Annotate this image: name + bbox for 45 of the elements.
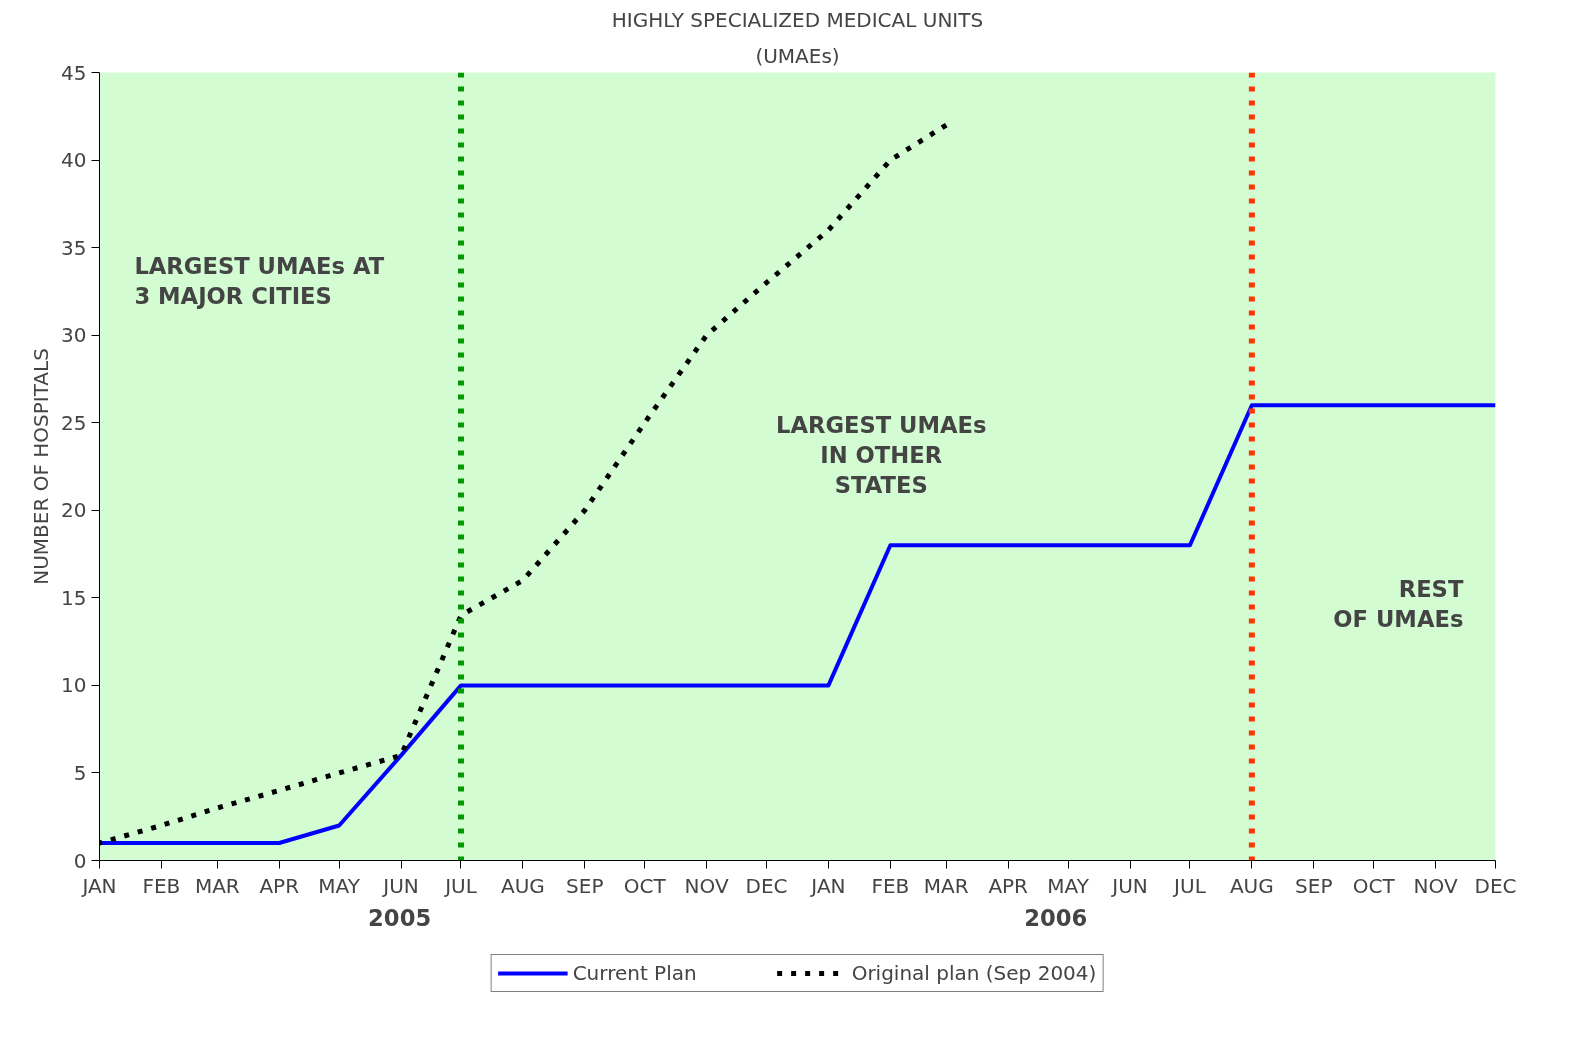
y-tick-label: 0	[73, 848, 87, 873]
y-tick-label: 35	[61, 235, 87, 260]
y-tick-label: 20	[61, 498, 87, 523]
x-tick-label: AUG	[500, 873, 545, 898]
x-tick-label: JUN	[1110, 873, 1148, 898]
x-tick-label: JUL	[443, 873, 478, 898]
y-tick-label: 30	[61, 323, 87, 348]
y-tick-label: 15	[61, 585, 87, 610]
annotation: LARGEST UMAEs AT 3 MAJOR CITIES	[134, 253, 385, 309]
text: 2006	[1024, 904, 1088, 931]
y-tick-label: 5	[73, 760, 87, 785]
x-tick-label: JAN	[80, 873, 117, 898]
legend-label: Original plan (Sep 2004)	[851, 961, 1097, 985]
chart-title: HIGHLY SPECIALIZED MEDICAL UNITS	[611, 7, 984, 32]
x-tick-label: JUL	[1172, 873, 1207, 898]
x-tick-label: APR	[988, 873, 1029, 898]
x-tick-label: NOV	[684, 873, 729, 898]
text: 2005	[368, 904, 432, 931]
line-series	[99, 403, 1496, 845]
x-tick-label: OCT	[623, 873, 667, 898]
y-tick-label: 40	[61, 148, 87, 173]
chart-subtitle: (UMAEs)	[755, 43, 840, 68]
x-tick-label: DEC	[1474, 873, 1517, 898]
x-tick-label: FEB	[142, 873, 181, 898]
annotation: REST OF UMAEs	[1333, 576, 1464, 632]
x-tick-label: NOV	[1413, 873, 1458, 898]
y-tick-label: 10	[61, 673, 87, 698]
x-tick-label: AUG	[1229, 873, 1274, 898]
x-tick-label: FEB	[871, 873, 910, 898]
y-tick-label: 25	[61, 410, 87, 435]
annotation: LARGEST UMAEs IN OTHER STATES	[775, 412, 987, 499]
x-tick-label: DEC	[745, 873, 788, 898]
y-axis-title: NUMBER OF HOSPITALS	[29, 348, 54, 585]
x-tick-label: MAY	[1047, 873, 1090, 898]
x-tick-label: MAR	[923, 873, 969, 898]
x-tick-label: JAN	[809, 873, 846, 898]
y-tick-label: 45	[61, 60, 87, 85]
legend-label: Current Plan	[572, 961, 697, 985]
x-tick-label: OCT	[1352, 873, 1396, 898]
x-tick-label: APR	[259, 873, 300, 898]
x-tick-label: JUN	[381, 873, 419, 898]
x-tick-label: MAR	[194, 873, 240, 898]
x-tick-label: SEP	[566, 873, 604, 898]
x-tick-label: MAY	[318, 873, 361, 898]
x-tick-label: SEP	[1295, 873, 1333, 898]
